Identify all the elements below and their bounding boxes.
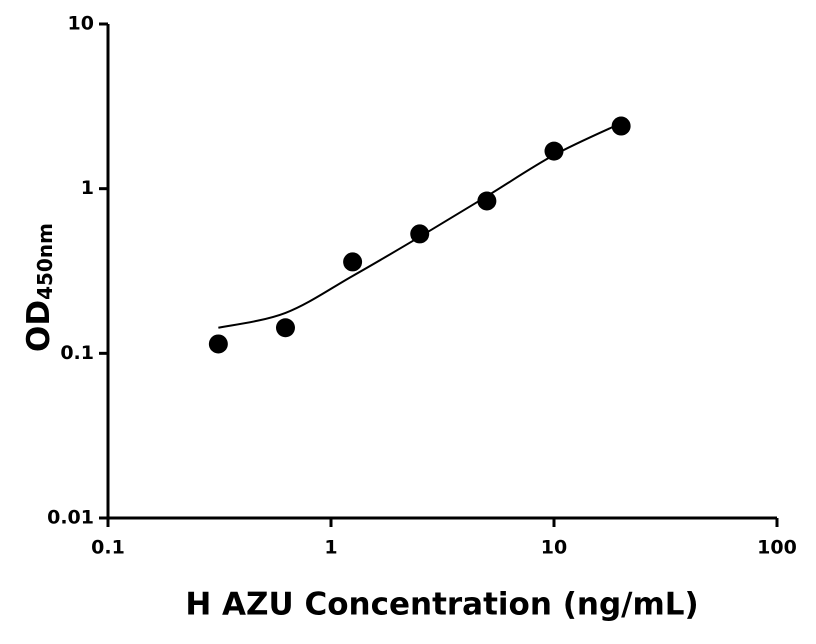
data-point [544,141,564,161]
y-axis-label: OD450nm [21,223,57,352]
y-axis-label-sub: 450nm [33,223,57,300]
x-tick-label: 100 [757,537,797,559]
y-axis-label-group: OD450nm [21,223,57,352]
y-tick-label: 1 [81,177,94,199]
x-tick-label: 1 [324,537,337,559]
x-axis-label: H AZU Concentration (ng/mL) [185,587,698,623]
x-tick-label: 10 [541,537,567,559]
x-tick-label: 0.1 [91,537,125,559]
y-tick-label: 0.01 [47,507,94,529]
data-point [410,224,430,244]
y-tick-label: 0.1 [60,342,94,364]
y-tick-label: 10 [68,13,94,35]
y-axis-label-main: OD [21,300,57,352]
data-point [611,116,631,136]
data-point [477,191,497,211]
data-point [343,252,363,272]
data-point [275,318,295,338]
data-point [208,334,228,354]
